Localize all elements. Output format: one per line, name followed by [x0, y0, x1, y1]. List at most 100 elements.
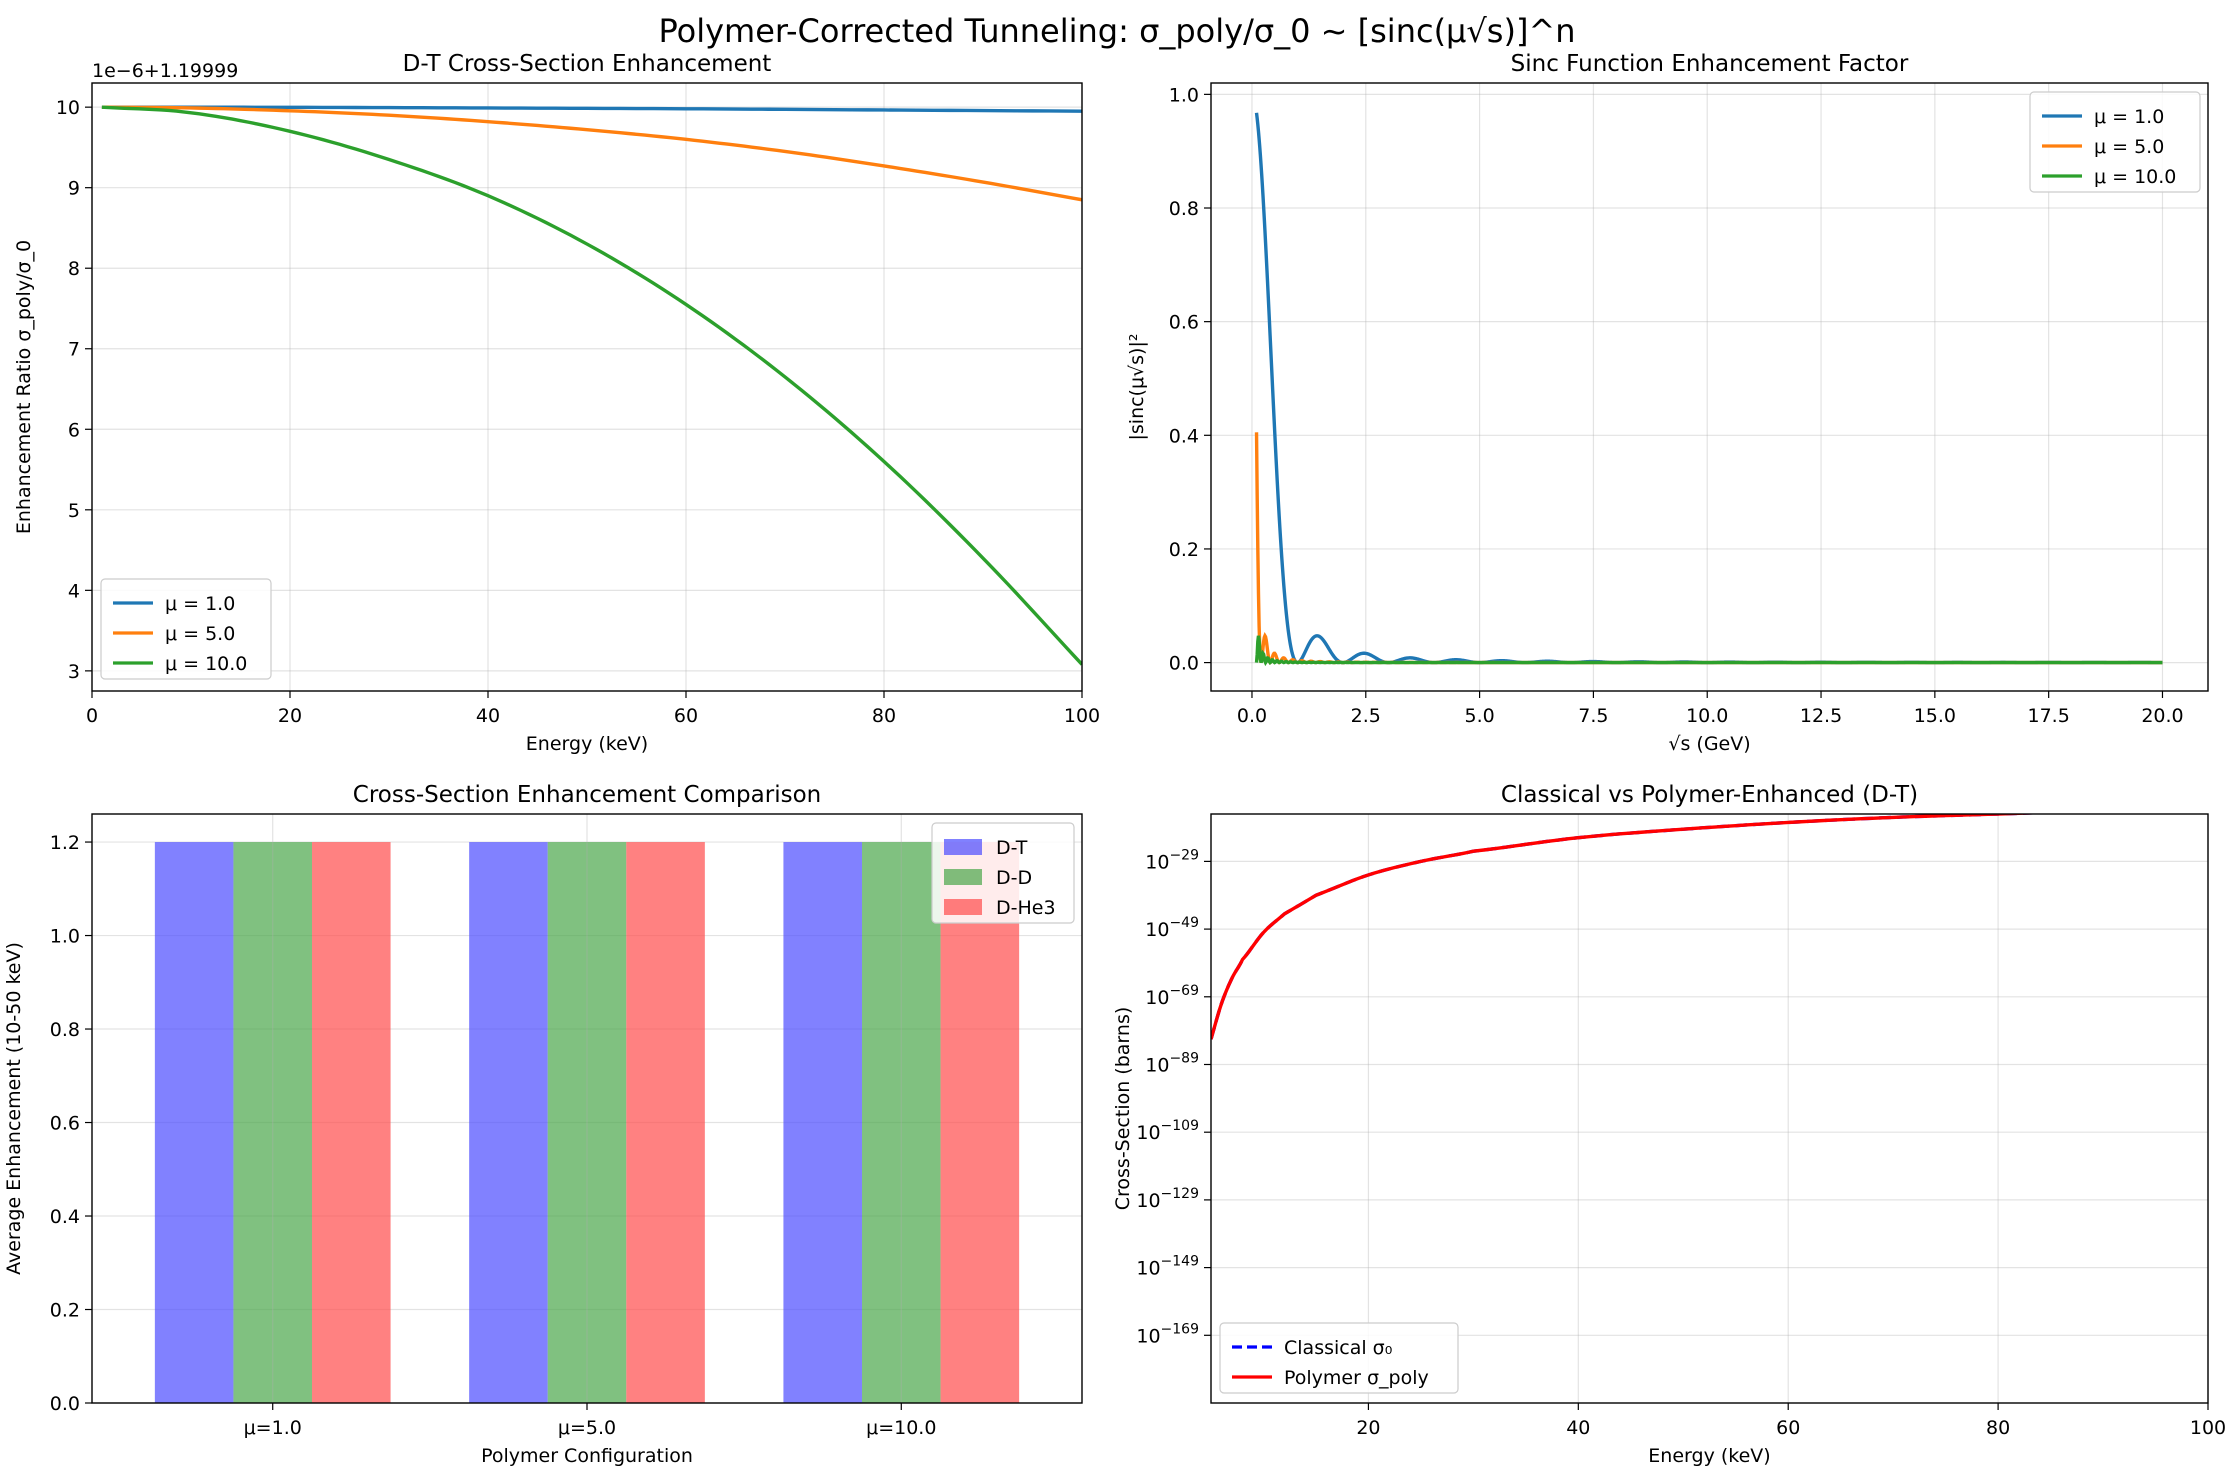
- bars-bar-d-d-2: [547, 842, 627, 1403]
- xsec-ylabel: Cross-Section (barns): [1112, 1007, 1134, 1211]
- bars-legend-swatch: [944, 869, 982, 885]
- sinc-xtick-label: 10.0: [1686, 705, 1728, 727]
- sinc-ytick-label: 0.6: [1169, 312, 1199, 334]
- xsec-ytick-label: 10−129: [1136, 1186, 1199, 1212]
- dt-legend-label: μ = 1.0: [165, 593, 235, 615]
- bars-ytick-label: 0.6: [50, 1113, 80, 1135]
- dt-xtick-label: 80: [872, 705, 896, 727]
- dt-ytick-label: 7: [68, 339, 80, 361]
- dt-xtick-label: 20: [278, 705, 302, 727]
- dt-axes-frame: [91, 82, 1083, 692]
- sinc-axes-frame: [1210, 82, 2209, 692]
- dt-ytick-label: 9: [68, 178, 80, 200]
- xsec-ytick-label: 10−29: [1145, 847, 1199, 873]
- xsec-ytick-label: 10−169: [1136, 1321, 1199, 1347]
- sinc-xtick-label: 17.5: [2028, 705, 2070, 727]
- bars-bar-d-d-1: [233, 842, 312, 1403]
- sinc-ytick-label: 1.0: [1169, 84, 1199, 106]
- bars-bar-d-he3-3: [940, 842, 1020, 1403]
- sinc-ytick-label: 0.8: [1169, 198, 1199, 220]
- xsec-ytick-label: 10−69: [1145, 983, 1199, 1009]
- bars-xtick-label: μ=5.0: [558, 1417, 616, 1439]
- bars-legend-label: D-D: [996, 867, 1032, 889]
- sinc-xtick-label: 5.0: [1464, 705, 1494, 727]
- bars-ytick-label: 1.2: [50, 832, 80, 854]
- xsec-legend-label: Polymer σ_poly: [1284, 1367, 1429, 1389]
- xsec-ytick-label: 10−149: [1136, 1254, 1199, 1280]
- bars-ytick-label: 0.4: [50, 1206, 80, 1228]
- bars-xtick-label: μ=1.0: [244, 1417, 302, 1439]
- sinc-xtick-label: 7.5: [1578, 705, 1608, 727]
- dt-legend-label: μ = 5.0: [165, 623, 235, 645]
- bars-xlabel: Polymer Configuration: [481, 1445, 693, 1467]
- dt-ytick-label: 5: [68, 500, 80, 522]
- bars-xtick-label: μ=10.0: [866, 1417, 936, 1439]
- sinc-xtick-label: 15.0: [1914, 705, 1956, 727]
- dt-ytick-label: 4: [68, 580, 80, 602]
- dt-series-line-2: [101, 105, 1082, 202]
- bars-legend-swatch: [944, 899, 982, 915]
- sinc-legend-label: μ = 1.0: [2094, 106, 2164, 128]
- bars-bar-d-d-3: [862, 842, 941, 1403]
- dt-ytick-label: 10: [56, 97, 80, 119]
- sinc-ytick-label: 0.2: [1169, 539, 1199, 561]
- xsec-axes-frame: [1210, 813, 2209, 1404]
- sinc-xtick-label: 2.5: [1351, 705, 1381, 727]
- bars-legend-label: D-T: [996, 837, 1028, 859]
- bars-ylabel: Average Enhancement (10-50 keV): [3, 942, 25, 1275]
- bars-bar-d-he3-2: [626, 842, 705, 1403]
- xsec-title: Classical vs Polymer-Enhanced (D-T): [1501, 782, 1918, 808]
- sinc-legend-label: μ = 5.0: [2094, 136, 2164, 158]
- dt-xtick-label: 100: [1064, 705, 1100, 727]
- dt-xtick-label: 60: [674, 705, 698, 727]
- xsec-series-line-2: [1211, 814, 2048, 1040]
- dt-ylabel: Enhancement Ratio σ_poly/σ_0: [13, 240, 35, 534]
- dt-offset-text: 1e−6+1.19999: [92, 60, 238, 82]
- figure-suptitle: Polymer-Corrected Tunneling: σ_poly/σ_0 …: [658, 12, 1575, 50]
- bars-legend-label: D-He3: [996, 897, 1056, 919]
- dt-ytick-label: 3: [68, 661, 80, 683]
- xsec-ytick-label: 10−89: [1145, 1050, 1199, 1076]
- dt-xtick-label: 0: [86, 705, 98, 727]
- dt-title: D-T Cross-Section Enhancement: [403, 51, 772, 77]
- xsec-xtick-label: 80: [1986, 1417, 2010, 1439]
- bars-bar-d-t-3: [783, 842, 862, 1403]
- bars-ytick-label: 0.8: [50, 1019, 80, 1041]
- dt-xtick-label: 40: [476, 705, 500, 727]
- bars-bar-d-t-2: [469, 842, 548, 1403]
- sinc-xtick-label: 12.5: [1800, 705, 1842, 727]
- sinc-xtick-label: 0.0: [1237, 705, 1267, 727]
- bars-title: Cross-Section Enhancement Comparison: [353, 782, 821, 808]
- xsec-xtick-label: 40: [1566, 1417, 1590, 1439]
- sinc-legend-label: μ = 10.0: [2094, 166, 2176, 188]
- sinc-ylabel: |sinc(μ√s)|²: [1126, 333, 1148, 440]
- xsec-legend-label: Classical σ₀: [1284, 1337, 1392, 1359]
- xsec-xtick-label: 60: [1776, 1417, 1800, 1439]
- sinc-xlabel: √s (GeV): [1668, 733, 1750, 755]
- dt-series-line-1: [101, 105, 1082, 113]
- sinc-xtick-label: 20.0: [2141, 705, 2183, 727]
- xsec-legend-box: [1219, 1322, 1459, 1394]
- dt-legend-label: μ = 10.0: [165, 653, 247, 675]
- dt-ytick-label: 6: [68, 419, 80, 441]
- dt-ytick-label: 8: [68, 258, 80, 280]
- bars-legend-swatch: [944, 839, 982, 855]
- bars-axes-frame: [91, 813, 1083, 1404]
- dt-series-line-3: [101, 105, 1082, 666]
- xsec-xtick-label: 20: [1356, 1417, 1380, 1439]
- sinc-ytick-label: 0.0: [1169, 653, 1199, 675]
- xsec-xtick-label: 100: [2190, 1417, 2226, 1439]
- xsec-ytick-label: 10−49: [1145, 915, 1199, 941]
- bars-ytick-label: 0.0: [50, 1393, 80, 1415]
- xsec-ytick-label: 10−109: [1136, 1118, 1199, 1144]
- xsec-xlabel: Energy (keV): [1648, 1445, 1770, 1467]
- dt-xlabel: Energy (keV): [526, 733, 648, 755]
- bars-bar-d-he3-1: [312, 842, 391, 1403]
- bars-ytick-label: 1.0: [50, 926, 80, 948]
- sinc-series-line-3: [1254, 635, 2163, 667]
- sinc-ytick-label: 0.4: [1169, 425, 1199, 447]
- bars-ytick-label: 0.2: [50, 1300, 80, 1322]
- bars-bar-d-t-1: [154, 842, 234, 1403]
- sinc-title: Sinc Function Enhancement Factor: [1511, 51, 1909, 77]
